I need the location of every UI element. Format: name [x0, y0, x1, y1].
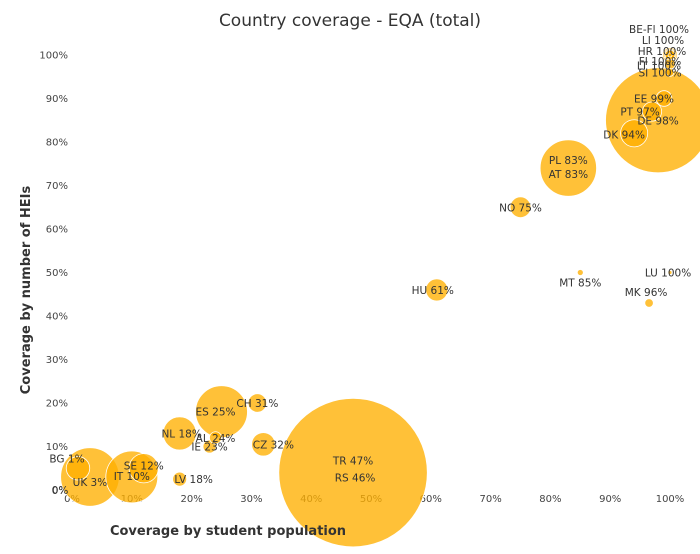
y-tick-label: 60%	[46, 225, 68, 236]
bubble	[665, 68, 675, 77]
bubble-label: FI 100%	[639, 56, 682, 68]
y-tick-label: 20%	[46, 399, 68, 410]
bubble	[65, 456, 91, 481]
y-tick-label: 100%	[39, 51, 68, 62]
bubble-label: RS 46%	[335, 473, 376, 485]
x-tick-label: 30%	[240, 494, 262, 505]
bubble	[539, 139, 597, 197]
bubble-label: AT 83%	[549, 169, 588, 181]
y-tick-label: 40%	[46, 312, 68, 323]
bubble	[667, 52, 673, 58]
bubble-label: BE-Fl 100%	[629, 24, 689, 36]
x-tick-label: 20%	[180, 494, 202, 505]
bubble	[425, 278, 449, 302]
x-tick-label: 90%	[599, 494, 621, 505]
bubble	[655, 90, 673, 107]
x-tick-label: 100%	[656, 494, 685, 505]
bubble	[576, 269, 584, 276]
bubble-labels: TR 47% RS 46% DE 98% PL 83% AT 83% UK 3% IT 10…	[49, 24, 691, 497]
bubble-label: HR 100%	[638, 46, 687, 58]
bubble-label: BG 1%	[49, 453, 84, 465]
bubble-label: MK 96%	[625, 287, 668, 299]
bubble	[172, 471, 188, 487]
bubble-label: AL 24%	[196, 433, 236, 445]
bubble-label: SI 100%	[638, 67, 681, 79]
bubble-label: ES 25%	[196, 407, 236, 419]
bubbles	[60, 47, 700, 548]
y-axis-ticks: 0% 10% 20% 30% 40% 50% 60% 70% 80% 90% 100%	[39, 51, 68, 497]
bubble-label: PT 97%	[620, 107, 659, 119]
bubble-label: IE 23%	[191, 442, 227, 454]
bubble-label: SE 12%	[124, 460, 164, 472]
bubble	[251, 432, 276, 457]
bubble	[509, 196, 532, 219]
bubble-label: LV 18%	[174, 474, 213, 486]
y-tick-label: 10%	[46, 442, 68, 453]
y-tick-label: 80%	[46, 138, 68, 149]
bubble-label: 0%	[52, 485, 69, 497]
bubble-label: IT 10%	[114, 471, 150, 483]
bubble	[162, 416, 197, 451]
x-axis-title: Coverage by student population	[110, 524, 346, 539]
chart-title: Country coverage - EQA (total)	[219, 11, 481, 31]
bubble	[278, 397, 428, 548]
bubble	[642, 101, 663, 122]
bubble-label: LT 100%	[637, 61, 681, 73]
bubble-label: PL 83%	[549, 155, 588, 167]
bubble-label: DK 94%	[603, 129, 645, 141]
bubble	[247, 393, 268, 413]
bubble	[667, 270, 673, 275]
bubble-label: NO 75%	[499, 202, 542, 214]
bubble-label: CH 31%	[236, 398, 278, 410]
y-axis-title: Coverage by number of HEIs	[19, 186, 34, 395]
y-tick-label: 30%	[46, 355, 68, 366]
x-tick-label: 60%	[420, 494, 442, 505]
x-tick-label: 70%	[479, 494, 501, 505]
y-tick-label: 0%	[52, 486, 68, 497]
bubble-label: UK 3%	[73, 477, 108, 489]
bubble-label: CZ 32%	[253, 439, 294, 451]
bubble-label: MT 85%	[559, 278, 601, 290]
bubble-label: NL 18%	[161, 428, 201, 440]
bubble	[209, 431, 222, 445]
bubble	[620, 119, 649, 148]
bubble-label: LI 100%	[642, 35, 684, 47]
bubble-label: HU 61%	[412, 285, 454, 297]
x-tick-label: 80%	[539, 494, 561, 505]
bubble-label: DE 98%	[637, 115, 678, 127]
y-tick-label: 90%	[46, 94, 68, 105]
bubble-label: EE 99%	[634, 94, 674, 106]
bubble-label: LU 100%	[645, 268, 691, 280]
bubble-label: TR 47%	[332, 456, 373, 468]
y-tick-label: 70%	[46, 181, 68, 192]
bubble	[644, 298, 654, 308]
bubble	[128, 453, 159, 484]
y-tick-label: 50%	[46, 268, 68, 279]
